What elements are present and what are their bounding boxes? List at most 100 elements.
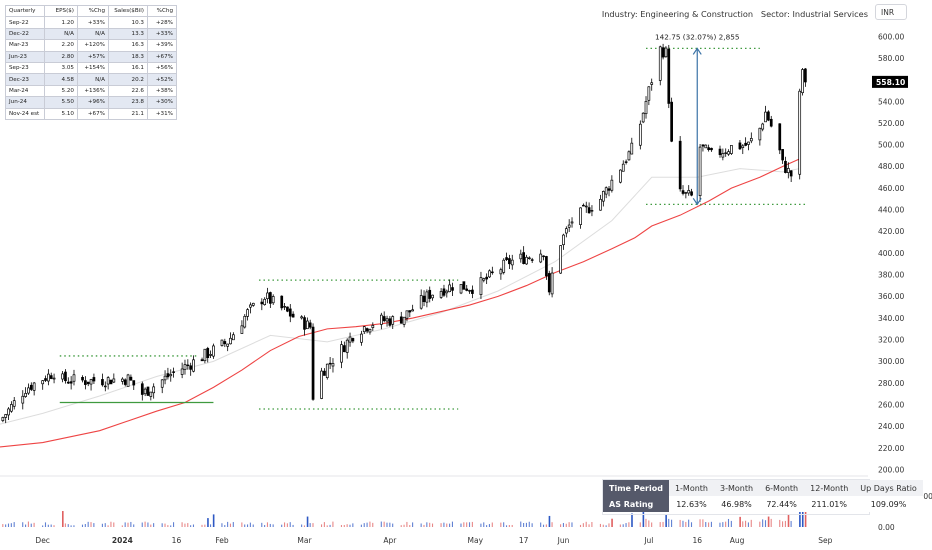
candle-body [180, 368, 184, 375]
table-cell: +33% [147, 27, 177, 41]
candle-body [630, 142, 634, 155]
volume-bar [167, 525, 169, 527]
candle-body [644, 100, 648, 115]
time-tick-label: Mar [297, 536, 312, 545]
volume-bar [722, 522, 724, 527]
price-tick-label: 400.00 [878, 249, 904, 258]
candle-body [189, 365, 193, 370]
candle-body [232, 334, 235, 341]
volume-bar [525, 522, 527, 527]
volume-bar [73, 525, 75, 527]
candle-body [442, 288, 446, 296]
candle-body [747, 141, 750, 145]
candle-body [408, 310, 412, 313]
candle-body [32, 382, 36, 391]
candle-body [286, 306, 289, 312]
candle-body [340, 344, 343, 363]
candle-body [351, 338, 355, 342]
volume-bar [688, 519, 690, 527]
candle-body [778, 123, 782, 151]
table-cell: Dec-22 [5, 27, 45, 41]
candle-body [365, 328, 369, 332]
candle-body [522, 252, 525, 264]
table-cell: +96% [77, 96, 109, 109]
table-cell: +38% [147, 84, 177, 98]
volume-bar [181, 522, 183, 527]
volume-bar [101, 523, 103, 527]
table-cell: 2.20 [44, 39, 78, 52]
volume-bar [588, 524, 590, 527]
volume-bar [349, 524, 351, 527]
volume-bar [762, 519, 764, 527]
volume-bar [147, 522, 149, 527]
candle-body [527, 257, 531, 260]
candle-body [283, 306, 286, 308]
volume-bar [412, 522, 414, 527]
volume-bar [292, 524, 294, 527]
table-row: Mar-23 2.20 +120% 16.3 +39% [5, 39, 177, 52]
volume-bar [81, 524, 84, 527]
candle-body [525, 256, 528, 265]
volume-bar [133, 524, 135, 527]
candle-body [547, 273, 551, 293]
volume-tick-label: 0.00 [878, 523, 895, 532]
price-tick-label: 340.00 [878, 314, 904, 323]
price-tick-label: 540.00 [878, 97, 904, 106]
table-cell: 5.20 [44, 84, 78, 98]
candle-body [166, 373, 170, 378]
candle-body [667, 48, 671, 104]
volume-bar [329, 524, 331, 527]
volume-bar [192, 524, 195, 527]
candle-body [126, 374, 130, 387]
volume-bar [187, 523, 189, 527]
candle-body [678, 140, 682, 190]
volume-bar [303, 525, 306, 527]
table-cell: N/A [77, 73, 109, 86]
candle-body [263, 298, 267, 306]
candle-body [619, 169, 622, 183]
volume-bar [170, 525, 172, 527]
candle-body [388, 318, 392, 326]
quarterly-earnings-table: Quarterly EPS($) %Chg Sales($Bil) %Chg S… [5, 4, 177, 120]
candle-body [47, 373, 50, 382]
candle-body [479, 277, 483, 295]
volume-bar [363, 523, 365, 527]
volume-bar [383, 521, 385, 527]
relative-strength-table: Time Period 1-Month 3-Month 6-Month 12-M… [603, 480, 923, 512]
volume-bar [246, 524, 249, 527]
candle-body [220, 339, 224, 346]
volume-bar [93, 523, 95, 527]
candle-body [664, 47, 668, 58]
table-cell: 20.2 [108, 73, 148, 86]
currency-selector[interactable]: INR [875, 4, 907, 20]
candle-body [380, 314, 383, 325]
volume-bar [221, 523, 223, 527]
volume-bar [668, 518, 670, 527]
volume-bar [528, 521, 530, 527]
volume-bar [10, 523, 12, 527]
volume-bar [44, 522, 47, 527]
volume-bar [491, 522, 493, 527]
price-tick-label: 580.00 [878, 54, 904, 63]
volume-bar [551, 522, 553, 527]
candle-body [690, 191, 693, 196]
volume-bar [209, 524, 212, 527]
table-cell: 23.8 [108, 96, 148, 109]
price-tick-label: 220.00 [878, 444, 904, 453]
as-rating-label: AS Rating [603, 496, 669, 512]
volume-bar [767, 516, 770, 527]
table-cell: +154% [77, 61, 109, 75]
volume-bar [705, 522, 707, 527]
price-tick-label: 600.00 [878, 32, 904, 41]
candlesticks [1, 43, 807, 424]
volume-bar [141, 522, 143, 527]
col-header: Quarterly [5, 4, 45, 18]
candle-body [61, 373, 64, 380]
candle-body [140, 383, 144, 395]
table-row: Jun-23 2.80 +57% 18.3 +67% [5, 50, 177, 63]
candle-body [382, 316, 386, 322]
volume-bar [599, 523, 601, 527]
volume-bar [605, 525, 607, 527]
volume-bar [511, 524, 513, 527]
